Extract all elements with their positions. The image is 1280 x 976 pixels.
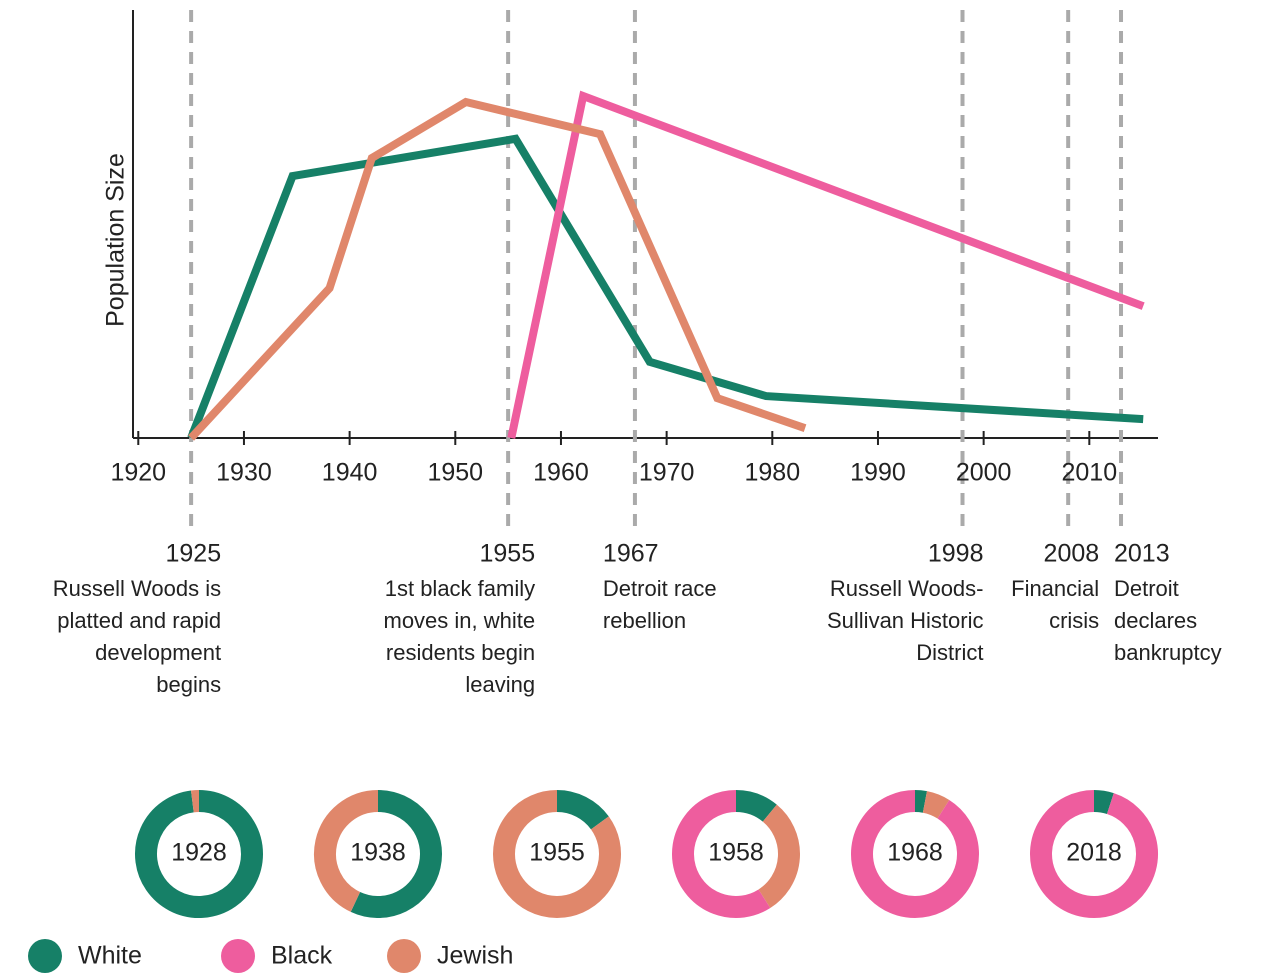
event-text: crisis [1049,608,1099,633]
donut-segment [350,790,442,918]
event-year: 1967 [603,540,659,568]
legend-swatch [28,939,62,973]
donut-label: 2018 [1066,839,1122,867]
event-text: Financial [1011,576,1099,601]
donut-segment [1093,790,1114,815]
event-text: moves in, white [384,608,536,633]
event-text: bankruptcy [1114,640,1222,665]
event-year: 2008 [1044,540,1100,568]
x-tick-label: 2000 [956,459,1012,487]
y-axis-label: Population Size [102,153,130,327]
x-tick-label: 2010 [1062,459,1118,487]
donut-segment [735,790,777,822]
donut-label: 1968 [887,839,943,867]
donut-segment [314,790,379,912]
event-year: 1955 [480,540,536,568]
x-tick-label: 1930 [216,459,272,487]
line [507,90,1145,439]
event-text: begins [156,672,221,697]
donut-segment [135,790,263,918]
event-text: 1st black family [385,576,535,601]
donut-label: 1938 [350,839,406,867]
event-year: 2013 [1114,540,1170,568]
event-text: rebellion [603,608,686,633]
donut-segment [851,790,979,918]
event-text: leaving [465,672,535,697]
donut-segment [556,790,609,830]
event-text: Russell Woods- [830,576,984,601]
donut-segment [672,790,771,918]
event-year: 1998 [928,540,984,568]
x-tick-label: 1940 [322,459,378,487]
event-text: Detroit [1114,576,1179,601]
legend-swatch [387,939,421,973]
legend-label: Black [271,942,333,970]
legend-swatch [221,939,255,973]
legend-label: White [78,942,142,970]
donut-segment [758,804,800,909]
event-text: platted and rapid [57,608,221,633]
x-tick-label: 1950 [427,459,483,487]
x-tick-label: 1990 [850,459,906,487]
event-text: Russell Woods is [53,576,221,601]
donut-segment [493,790,621,918]
x-tick-label: 1920 [110,459,166,487]
x-tick-label: 1970 [639,459,695,487]
donut-segment [1030,790,1158,918]
donut-label: 1955 [529,839,585,867]
x-tick-label: 1960 [533,459,589,487]
x-tick-label: 1980 [744,459,800,487]
line [188,97,807,441]
event-text: Detroit race [603,576,717,601]
event-year: 1925 [165,540,221,568]
line [187,134,1144,440]
donut-segment [914,790,927,813]
event-text: declares [1114,608,1197,633]
event-text: residents begin [386,640,535,665]
event-text: development [95,640,221,665]
donut-label: 1928 [171,839,227,867]
legend-label: Jewish [437,942,513,970]
donut-label: 1958 [708,839,764,867]
event-text: District [916,640,983,665]
event-text: Sullivan Historic [827,608,984,633]
donut-segment [922,791,950,819]
